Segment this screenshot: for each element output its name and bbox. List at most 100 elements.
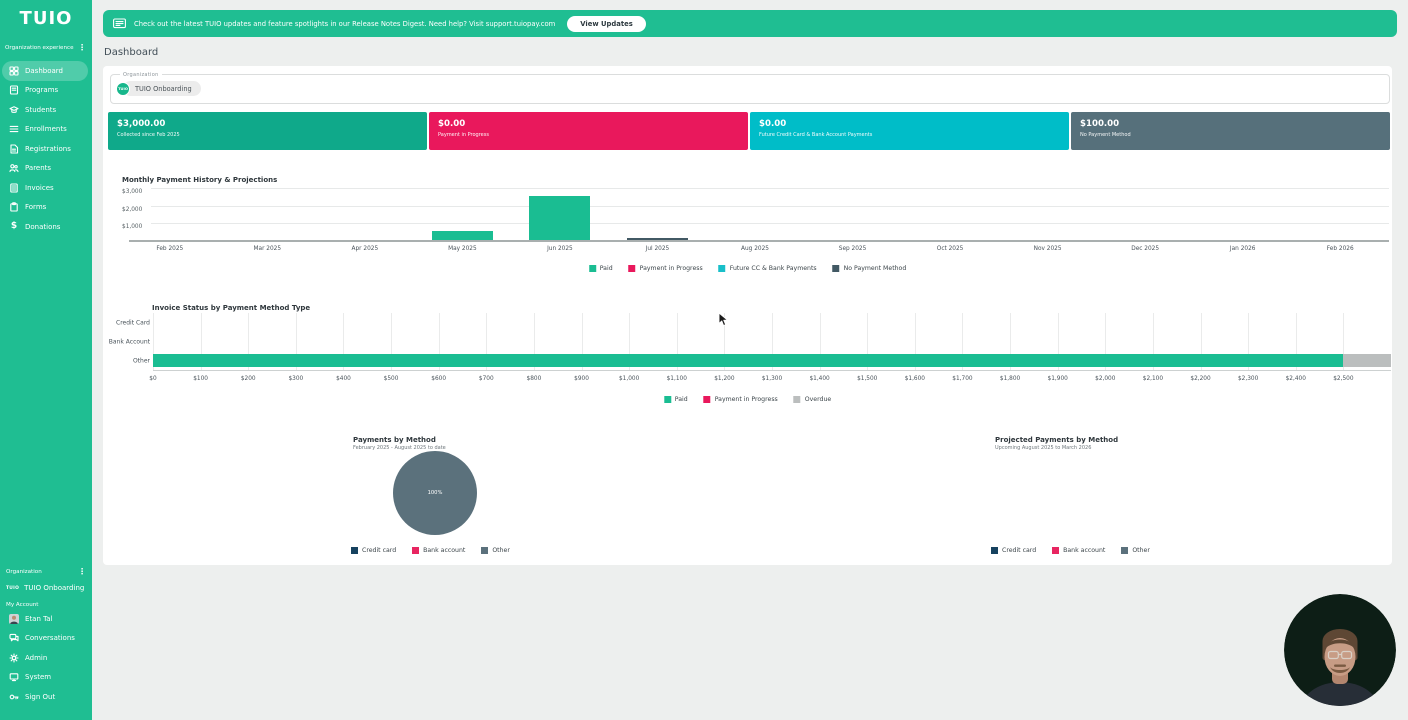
legend-item-other[interactable]: Other <box>1121 547 1150 554</box>
projected-pie-subtitle: Upcoming August 2025 to March 2026 <box>995 445 1092 451</box>
gridline <box>486 313 488 370</box>
x-axis-tick: Nov 2025 <box>1033 246 1062 252</box>
x-axis-tick: Apr 2025 <box>351 246 379 252</box>
legend-item-in-progress[interactable]: Payment in Progress <box>703 396 778 403</box>
legend-swatch <box>588 265 596 272</box>
legend-item-bank-account[interactable]: Bank account <box>412 547 465 554</box>
key-icon <box>9 692 19 702</box>
legend-swatch <box>412 547 420 554</box>
projected-pie-legend: Credit card Bank account Other <box>991 547 1150 554</box>
payments-pie-legend: Credit card Bank account Other <box>351 547 510 554</box>
stat-amount: $3,000.00 <box>117 119 166 129</box>
sidebar-item-label: Donations <box>25 222 61 231</box>
stat-amount: $0.00 <box>438 119 466 129</box>
monthly-chart-legend: Paid Payment in Progress Future CC & Ban… <box>588 265 906 272</box>
view-updates-button[interactable]: View Updates <box>567 15 646 32</box>
legend-item-no-method[interactable]: No Payment Method <box>832 265 906 272</box>
sidebar-item-invoices[interactable]: Invoices <box>2 178 88 198</box>
sidebar-item-label: Registrations <box>25 144 71 153</box>
x-axis-tick: $1,900 <box>1047 376 1068 382</box>
sidebar-item-system[interactable]: System <box>2 668 88 688</box>
account-section-label: My Account <box>6 602 39 608</box>
stat-card-row: $3,000.00 Collected since Feb 2025 $0.00… <box>108 112 1390 150</box>
sidebar-item-label: Parents <box>25 164 52 173</box>
legend-swatch <box>991 547 998 554</box>
y-axis-tick: $1,000 <box>122 224 143 231</box>
organization-chip[interactable]: TUIO TUIO Onboarding <box>116 81 201 96</box>
sidebar-item-enrollments[interactable]: Enrollments <box>2 120 88 140</box>
y-category-label: Bank Account <box>108 337 150 345</box>
gridline <box>1248 313 1250 370</box>
invoice-chart-title: Invoice Status by Payment Method Type <box>152 304 311 312</box>
kebab-menu-icon[interactable]: ⋮ <box>78 567 86 576</box>
gridline <box>724 313 726 370</box>
legend-label: Paid <box>599 265 613 272</box>
x-axis-tick: $1,000 <box>618 376 640 382</box>
gridline <box>200 313 202 370</box>
bar-segment <box>431 231 493 240</box>
kebab-menu-icon[interactable]: ⋮ <box>78 43 86 52</box>
sidebar-item-admin[interactable]: Admin <box>2 648 88 668</box>
legend-item-bank-account[interactable]: Bank account <box>1052 547 1105 554</box>
banner-text: Check out the latest TUIO updates and fe… <box>134 19 556 28</box>
legend-item-credit-card[interactable]: Credit card <box>991 547 1036 554</box>
gridline <box>629 313 631 370</box>
sidebar-item-dashboard[interactable]: Dashboard <box>2 61 88 81</box>
legend-label: Overdue <box>804 396 832 403</box>
gridline <box>962 313 964 370</box>
sidebar-item-forms[interactable]: Forms <box>2 198 88 218</box>
sidebar-footer: Organization ⋮ TUIO TUIO Onboarding My A… <box>0 566 92 707</box>
sidebar-item-label: Students <box>25 105 57 114</box>
x-axis-tick: $2,400 <box>1285 376 1306 382</box>
x-axis-tick: May 2025 <box>448 246 477 252</box>
sidebar-item-parents[interactable]: Parents <box>2 159 88 179</box>
stat-card-collected: $3,000.00 Collected since Feb 2025 <box>108 112 427 150</box>
webcam-overlay <box>1284 594 1396 706</box>
legend-label: Bank account <box>423 547 466 554</box>
x-axis-tick: $1,300 <box>761 376 783 382</box>
sidebar-item-registrations[interactable]: Registrations <box>2 139 88 159</box>
sidebar-item-signout[interactable]: Sign Out <box>2 687 88 707</box>
sidebar-org-item[interactable]: TUIO TUIO Onboarding <box>0 578 92 598</box>
organization-chip-label: TUIO Onboarding <box>123 81 201 96</box>
legend-label: Bank account <box>1063 547 1106 554</box>
stat-amount: $100.00 <box>1080 119 1120 129</box>
stat-caption: Payment in Progress <box>438 131 489 138</box>
x-axis-tick: $1,600 <box>904 376 925 382</box>
legend-item-paid[interactable]: Paid <box>588 265 613 272</box>
sidebar-item-students[interactable]: Students <box>2 100 88 120</box>
tuio-badge: TUIO <box>116 81 130 96</box>
legend-item-in-progress[interactable]: Payment in Progress <box>628 265 703 272</box>
people-icon <box>9 163 19 173</box>
monthly-chart-plot: $1,000 $2,000 $3,000 Feb 2025 Mar 2025 Apr 20… <box>121 186 1389 252</box>
legend-swatch <box>351 547 358 554</box>
mouse-cursor <box>718 312 730 331</box>
gridline <box>1010 313 1012 370</box>
sidebar-item-label: Programs <box>25 86 59 95</box>
gridline <box>1343 313 1345 370</box>
gridline <box>533 313 535 370</box>
sidebar-item-conversations[interactable]: Conversations <box>2 629 88 649</box>
sidebar-item-programs[interactable]: Programs <box>2 81 88 101</box>
sidebar-item-account[interactable]: Etan Tal <box>2 609 88 629</box>
legend-label: Credit card <box>1002 547 1037 554</box>
sidebar-item-donations[interactable]: $ Donations <box>2 217 88 237</box>
page-title: Dashboard <box>104 47 159 58</box>
legend-item-overdue[interactable]: Overdue <box>793 396 832 403</box>
legend-item-future[interactable]: Future CC & Bank Payments <box>718 265 817 272</box>
gridline <box>914 313 916 370</box>
legend-item-paid[interactable]: Paid <box>663 396 688 403</box>
x-axis-tick: $2,300 <box>1237 376 1259 382</box>
book-icon <box>9 85 19 95</box>
gridline <box>1105 313 1107 370</box>
dollar-icon: $ <box>10 221 18 232</box>
x-axis-tick: Dec 2025 <box>1131 246 1160 252</box>
legend-swatch <box>1052 547 1060 554</box>
gridline <box>151 187 1389 189</box>
stat-caption: Collected since Feb 2025 <box>117 131 180 138</box>
x-axis-tick: Sep 2025 <box>838 246 867 252</box>
legend-item-credit-card[interactable]: Credit card <box>351 547 396 554</box>
x-axis-tick: $200 <box>240 376 256 382</box>
legend-item-other[interactable]: Other <box>481 547 510 554</box>
sidebar-nav: Dashboard Programs Students Enrollments … <box>0 61 92 237</box>
